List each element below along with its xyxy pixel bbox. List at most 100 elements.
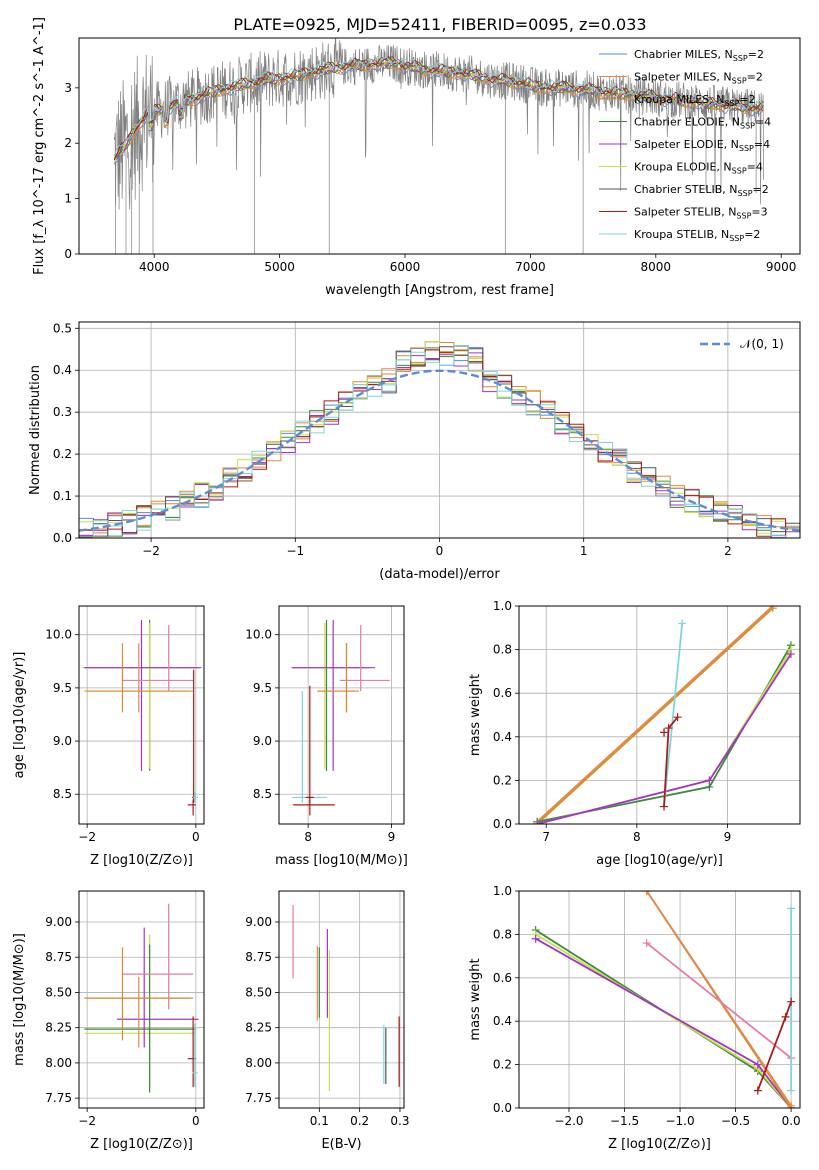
data-point — [117, 927, 199, 1048]
y-tick-label: 8.00 — [245, 1056, 272, 1070]
axes-spectrum: 4000 5000 6000 7000 8000 9000 0 1 2 3 wavelength [… — [32, 17, 801, 298]
y-tick-label: 1 — [64, 192, 72, 206]
axes-residuals: −2 −1 0 1 2 0.0 0.1 0.2 0.3 0.4 0.5 (data-model)/er… — [28, 321, 801, 582]
series-marker — [660, 728, 669, 737]
x-tick-label: 7000 — [515, 260, 546, 274]
series-marker — [787, 997, 796, 1006]
x-tick-label: 0 — [192, 830, 200, 844]
data-point — [305, 685, 314, 803]
residual-histogram-9 — [92, 345, 800, 538]
x-tick-label: −2 — [78, 1114, 96, 1128]
legend-label: Kroupa MILES, NSSP=2 — [634, 93, 756, 108]
y-tick-label: 8.25 — [45, 1021, 72, 1035]
y-tick-label: 0.6 — [493, 686, 512, 700]
residual-histogram-6 — [79, 341, 800, 538]
y-tick-label: 8.50 — [45, 985, 72, 999]
y-tick-label: 9.00 — [245, 915, 272, 929]
data-point — [192, 1023, 198, 1087]
plot-area-mass_age — [291, 619, 390, 816]
normal-curve — [79, 369, 800, 532]
x-tick-label: −2 — [142, 544, 160, 558]
x-tick-label: 9 — [388, 830, 396, 844]
axes-frame — [278, 605, 405, 825]
data-point — [84, 619, 202, 771]
data-point — [81, 623, 199, 769]
x-tick-label: −1 — [286, 544, 304, 558]
x-tick-label: 9 — [724, 830, 732, 844]
axes-frame — [78, 890, 205, 1109]
legend-label: Salpeter MILES, NSSP=2 — [634, 71, 763, 86]
data-point — [87, 643, 194, 713]
y-tick-label: 9.00 — [45, 915, 72, 929]
series-line-3 — [535, 937, 792, 1108]
series-marker — [664, 724, 673, 733]
figure-title: PLATE=0925, MJD=52411, FIBERID=0095, z=0… — [233, 15, 646, 34]
data-point — [122, 625, 194, 692]
x-axis-label: mass [log10(M/M⊙)] — [275, 853, 408, 868]
residual-histogram-8 — [79, 349, 800, 538]
legend-label: Salpeter STELIB, NSSP=3 — [634, 206, 768, 221]
residual-histogram-4 — [79, 345, 800, 538]
legend: 𝒩(0, 1) — [700, 337, 784, 351]
data-point — [293, 623, 369, 769]
series-marker — [753, 1086, 762, 1095]
x-tick-label: 8 — [304, 830, 312, 844]
data-point — [291, 619, 375, 771]
y-tick-label: 0.4 — [493, 730, 512, 744]
x-axis-label: wavelength [Angstrom, rest frame] — [325, 283, 554, 298]
data-point — [84, 643, 188, 713]
y-tick-label: 0.0 — [493, 817, 512, 831]
y-tick-label: 3 — [64, 81, 72, 95]
x-axis-label: age [log10(age/yr)] — [596, 853, 723, 868]
series-line-6 — [663, 623, 684, 807]
axes-frame — [278, 890, 405, 1109]
series-marker — [787, 1101, 796, 1108]
y-tick-label: 0.0 — [493, 1101, 512, 1115]
y-tick-label: 9.5 — [253, 681, 272, 695]
series-marker — [705, 776, 714, 785]
series-marker — [787, 904, 796, 913]
x-tick-label: 0.3 — [390, 1114, 409, 1128]
plot-area-spectrum — [113, 38, 764, 254]
data-point — [84, 947, 191, 1041]
x-axis-label: E(B-V) — [321, 1137, 361, 1152]
data-point — [293, 799, 335, 816]
axes-mass_age: 8 9 8.5 9.0 9.5 10.0 mass [log10(M/M⊙)] — [245, 605, 408, 868]
x-tick-label: −2 — [78, 830, 96, 844]
y-tick-label: 9.0 — [253, 734, 272, 748]
y-tick-label: 8.75 — [245, 950, 272, 964]
y-tick-label: 7.75 — [45, 1091, 72, 1105]
axes-z_weight: −2.0 −1.5 −1.0 −0.5 0.0 0.0 0.2 0.4 0.6 0.8 1.0 Z [… — [468, 884, 801, 1152]
y-tick-label: 10.0 — [45, 628, 72, 642]
x-tick-label: 0 — [436, 544, 444, 558]
plot-area-residuals — [79, 341, 800, 538]
legend-label: Chabrier STELIB, NSSP=2 — [634, 183, 769, 198]
x-tick-label: −1.0 — [665, 1114, 694, 1128]
axes-frame — [78, 605, 205, 825]
y-tick-label: 8.00 — [45, 1056, 72, 1070]
y-tick-label: 8.25 — [245, 1021, 272, 1035]
x-axis-label: Z [log10(Z/Z⊙)] — [90, 853, 193, 868]
y-axis-label: age [log10(age/yr)] — [12, 652, 27, 779]
residual-histogram-2 — [79, 345, 800, 538]
plot-area-z_weight — [531, 891, 796, 1108]
y-tick-label: 10.0 — [245, 628, 272, 642]
residual-histogram-7 — [79, 346, 800, 538]
x-tick-label: 0.2 — [350, 1114, 369, 1128]
y-tick-label: 8.50 — [245, 985, 272, 999]
x-tick-label: 4000 — [139, 260, 170, 274]
series-line-5 — [645, 891, 792, 1107]
series-marker — [642, 891, 651, 895]
legend-label: 𝒩(0, 1) — [740, 337, 784, 351]
y-tick-label: 8.5 — [53, 787, 72, 801]
y-tick-label: 0.0 — [53, 531, 72, 545]
legend-label: Salpeter ELODIE, NSSP=4 — [634, 138, 770, 153]
y-axis-label: mass [log10(M/M⊙)] — [12, 933, 27, 1066]
x-tick-label: 6000 — [390, 260, 421, 274]
model-line-7 — [113, 56, 764, 161]
legend-label: Chabrier MILES, NSSP=2 — [634, 48, 764, 63]
axes-z_age: −2 0 8.5 9.0 9.5 10.0 Z [log10(Z/Z⊙)] age [log1… — [12, 605, 205, 868]
y-tick-label: 8.5 — [253, 787, 272, 801]
data-point — [84, 619, 196, 771]
